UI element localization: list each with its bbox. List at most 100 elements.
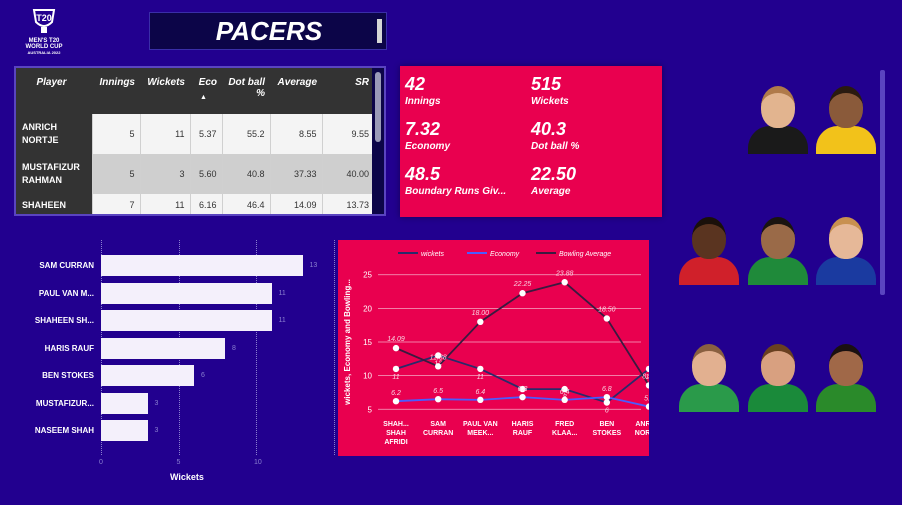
t20-world-cup-logo: T20 MEN'S T20 WORLD CUP AUSTRALIA 2022 — [14, 8, 74, 58]
table-row[interactable]: SHAHEEN 7 11 6.16 46.4 14.09 13.73 — [16, 194, 374, 214]
face — [829, 217, 863, 259]
bar-axis-tick: 0 — [99, 459, 103, 466]
face — [692, 344, 726, 386]
header-player[interactable]: Player — [16, 68, 92, 114]
bar-value-label: 3 — [154, 399, 159, 407]
bar-grid-line — [256, 240, 257, 455]
cell-average: 37.33 — [269, 154, 322, 194]
cell-wickets: 3 — [139, 154, 190, 194]
data-point — [645, 365, 649, 373]
table-scrollbar[interactable] — [372, 68, 384, 214]
line-category-label: HARIS RAUF — [512, 421, 534, 437]
data-label: 6.4 — [560, 389, 570, 396]
cell-player: MUSTAFIZUR RAHMAN — [16, 154, 92, 194]
cell-sr: 40.00 — [321, 154, 374, 194]
data-point — [519, 290, 526, 297]
cell-wickets: 11 — [139, 114, 190, 154]
data-point — [561, 279, 568, 286]
bar[interactable] — [101, 337, 225, 359]
bar-category-label: NASEEM SHAH — [34, 426, 94, 435]
player-photos-grid — [672, 66, 894, 446]
face — [761, 86, 795, 128]
data-label: 6 — [605, 408, 609, 415]
bar-grid-line — [333, 240, 335, 455]
data-point — [645, 382, 649, 389]
photos-scrollbar[interactable] — [880, 70, 885, 295]
header-innings[interactable]: Innings — [92, 68, 140, 114]
cell-wickets: 11 — [139, 194, 190, 214]
kpi-wickets: 515 Wickets — [531, 74, 569, 108]
table-scrollbar-thumb[interactable] — [375, 72, 381, 142]
bar-axis-tick: 10 — [254, 459, 262, 466]
kpi-value: 22.50 — [531, 164, 577, 184]
cell-innings: 7 — [91, 194, 140, 214]
cell-eco: 5.60 — [189, 154, 222, 194]
cell-average: 8.55 — [269, 114, 322, 154]
data-point — [434, 352, 442, 359]
table-row[interactable]: MUSTAFIZUR RAHMAN 5 3 5.60 40.8 37.33 40… — [16, 154, 374, 194]
logo-line-1: MEN'S T20 — [28, 38, 60, 44]
data-label: 6.5 — [433, 388, 443, 395]
legend-entry: Economy — [490, 251, 520, 258]
header-eco[interactable]: Eco ▲ — [190, 68, 222, 114]
bar[interactable] — [101, 282, 272, 304]
kpi-value: 42 — [405, 74, 426, 94]
bar[interactable] — [101, 420, 148, 441]
header-sr[interactable]: SR — [322, 68, 374, 114]
line-chart-card: 5 10 15 20 25 wickets, Economy and Bowling...… — [338, 240, 649, 456]
header-wickets[interactable]: Wickets — [140, 68, 190, 114]
data-point — [477, 365, 484, 373]
line-axis-tick: 20 — [363, 304, 372, 313]
data-label: 11 — [392, 374, 399, 381]
bar-value-label: 13 — [309, 262, 318, 269]
kpi-label: Dot ball % — [531, 141, 580, 152]
player-photo-3 — [677, 205, 741, 285]
data-point — [561, 385, 568, 393]
header-dot-ball[interactable]: Dot ball % — [222, 68, 270, 114]
jersey — [816, 126, 876, 154]
data-point — [477, 318, 484, 326]
data-label: 5.4 — [644, 396, 649, 403]
kpi-dot-ball: 40.3 Dot ball % — [531, 119, 579, 153]
data-point — [392, 344, 400, 352]
logo-line-2: WORLD CUP — [25, 44, 63, 50]
cell-sr: 13.73 — [321, 194, 374, 214]
wickets-bar-chart: SAM CURRAN 13 PAUL VAN M... 11 SHAHEEN SH...… — [20, 240, 335, 490]
bar-category-label: BEN STOKES — [42, 371, 94, 380]
jersey — [748, 257, 808, 285]
face — [761, 344, 795, 386]
kpi-label: Wickets — [531, 96, 569, 107]
data-label: 8.55 — [642, 373, 649, 380]
trophy-icon: T20 — [32, 9, 56, 33]
bar-value-label: 8 — [232, 344, 236, 352]
header-average[interactable]: Average — [270, 68, 322, 114]
line-axis-tick: 5 — [368, 405, 373, 414]
cell-sr: 9.55 — [321, 114, 374, 154]
title-banner: PACERS — [149, 12, 387, 50]
data-label: 6.2 — [391, 390, 401, 397]
bar[interactable] — [101, 310, 272, 331]
pacers-table: Player Innings Wickets Eco ▲ Dot ball % A… — [14, 66, 386, 216]
data-point — [645, 403, 649, 410]
cell-dot: 40.8 — [221, 154, 270, 194]
kpi-average: 22.50 Average — [531, 164, 576, 198]
data-point — [603, 315, 611, 322]
bar[interactable] — [101, 392, 148, 414]
line-axis-tick: 15 — [363, 338, 372, 347]
bar-value-label: 6 — [201, 372, 205, 379]
bar-value-label: 3 — [154, 427, 159, 434]
bar[interactable] — [101, 255, 303, 276]
table-row[interactable]: ANRICH NORTJE 5 11 5.37 55.2 8.55 9.55 — [16, 114, 374, 154]
kpi-card: 42 Innings 515 Wickets 7.32 Economy 40.3… — [400, 66, 662, 217]
player-photo-8 — [814, 332, 878, 412]
data-label: 6.4 — [475, 389, 485, 396]
player-photo-4 — [746, 205, 810, 285]
jersey — [679, 257, 739, 285]
cell-player: ANRICH NORTJE — [16, 114, 92, 154]
kpi-boundary-runs: 48.5 Boundary Runs Giv... — [405, 164, 506, 198]
data-point — [519, 385, 526, 393]
data-point — [434, 395, 442, 403]
player-photo-5 — [814, 205, 878, 285]
kpi-value: 7.32 — [405, 119, 441, 139]
bar[interactable] — [101, 365, 194, 386]
